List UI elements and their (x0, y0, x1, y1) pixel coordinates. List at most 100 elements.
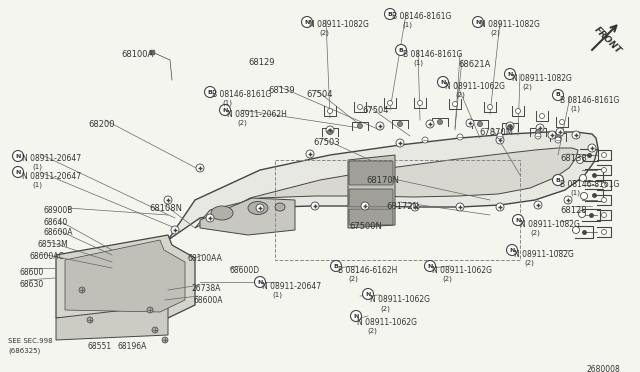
Text: N: N (304, 19, 310, 25)
Text: 68630: 68630 (19, 280, 44, 289)
Circle shape (506, 244, 518, 256)
Circle shape (555, 137, 561, 143)
Circle shape (572, 131, 580, 139)
Circle shape (602, 167, 607, 173)
Circle shape (328, 129, 333, 135)
Circle shape (506, 122, 514, 130)
Circle shape (397, 122, 403, 126)
Circle shape (387, 100, 392, 106)
Text: N 08911-20647: N 08911-20647 (22, 172, 81, 181)
Circle shape (508, 125, 513, 129)
Text: 68600AC: 68600AC (29, 252, 63, 261)
Text: 26738A: 26738A (191, 284, 220, 293)
Circle shape (396, 45, 406, 55)
Circle shape (496, 136, 504, 144)
Circle shape (535, 133, 541, 139)
Text: N 08911-1082G: N 08911-1082G (480, 20, 540, 29)
Circle shape (326, 126, 334, 134)
Circle shape (456, 203, 464, 211)
Circle shape (534, 201, 542, 209)
Text: N 08911-1082G: N 08911-1082G (520, 220, 580, 229)
Circle shape (147, 307, 153, 313)
Circle shape (171, 226, 179, 234)
Text: N: N (257, 279, 262, 285)
Text: 68900B: 68900B (43, 206, 72, 215)
Text: N: N (15, 170, 20, 174)
Text: 68600D: 68600D (229, 266, 259, 275)
Text: N: N (353, 314, 358, 318)
Circle shape (438, 77, 449, 87)
Circle shape (579, 174, 586, 182)
Text: 68139: 68139 (268, 86, 294, 95)
Text: N 08911-20647: N 08911-20647 (22, 154, 81, 163)
Circle shape (602, 230, 607, 234)
FancyBboxPatch shape (349, 161, 393, 185)
Circle shape (452, 102, 458, 106)
Circle shape (536, 129, 541, 135)
Text: N: N (428, 263, 433, 269)
Text: 67500N: 67500N (349, 222, 382, 231)
Text: B: B (388, 12, 392, 16)
Circle shape (504, 68, 515, 80)
Circle shape (426, 120, 434, 128)
Text: B 08146-8161G: B 08146-8161G (392, 12, 451, 21)
Text: N 08911-1082G: N 08911-1082G (512, 74, 572, 83)
Circle shape (515, 109, 520, 113)
Text: (2): (2) (237, 120, 247, 126)
Circle shape (577, 157, 584, 164)
Text: N 08911-1062G: N 08911-1062G (357, 318, 417, 327)
Circle shape (497, 133, 503, 139)
Text: 67504: 67504 (306, 90, 333, 99)
Text: N: N (440, 80, 445, 84)
Text: B: B (207, 90, 212, 94)
Circle shape (306, 150, 314, 158)
Text: (2): (2) (524, 260, 534, 266)
Text: FRONT: FRONT (592, 25, 623, 55)
Circle shape (162, 337, 168, 343)
Circle shape (552, 174, 563, 186)
Circle shape (220, 105, 230, 115)
Text: (1): (1) (413, 60, 423, 67)
Circle shape (457, 134, 463, 140)
Circle shape (330, 260, 342, 272)
Text: (2): (2) (367, 328, 377, 334)
Ellipse shape (248, 202, 268, 215)
Polygon shape (200, 198, 295, 235)
Circle shape (196, 164, 204, 172)
Circle shape (536, 124, 544, 132)
Circle shape (328, 109, 333, 113)
Text: (2): (2) (442, 276, 452, 282)
Circle shape (496, 203, 504, 211)
Text: (1): (1) (32, 182, 42, 189)
Text: (1): (1) (272, 292, 282, 298)
Text: 68100AA: 68100AA (187, 254, 222, 263)
Circle shape (385, 9, 396, 19)
Text: (1): (1) (32, 164, 42, 170)
Circle shape (358, 124, 362, 128)
Circle shape (301, 16, 312, 28)
Text: N: N (515, 218, 521, 222)
Text: B 08146-8161G: B 08146-8161G (560, 180, 620, 189)
Circle shape (311, 202, 319, 210)
Text: 68640: 68640 (43, 218, 67, 227)
Text: (2): (2) (380, 305, 390, 311)
Circle shape (602, 212, 607, 218)
Circle shape (579, 211, 586, 218)
Text: B 08146-8161G: B 08146-8161G (403, 50, 462, 59)
Circle shape (548, 131, 556, 139)
Text: N: N (476, 19, 481, 25)
Text: B: B (333, 263, 339, 269)
Text: N: N (508, 71, 513, 77)
Circle shape (396, 139, 404, 147)
Text: N 08911-1062G: N 08911-1062G (432, 266, 492, 275)
Text: B: B (556, 93, 561, 97)
Circle shape (87, 317, 93, 323)
Text: (2): (2) (522, 84, 532, 90)
Text: 68100A: 68100A (121, 50, 153, 59)
Circle shape (573, 227, 579, 234)
Text: 68172N: 68172N (386, 202, 419, 211)
Text: 68621A: 68621A (458, 60, 490, 69)
Text: (2): (2) (490, 30, 500, 36)
Text: B 08146-8161G: B 08146-8161G (560, 96, 620, 105)
Text: 68196A: 68196A (118, 342, 147, 351)
